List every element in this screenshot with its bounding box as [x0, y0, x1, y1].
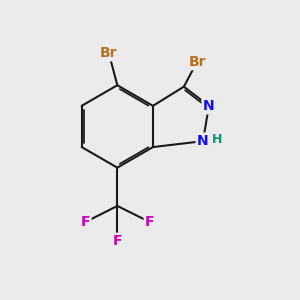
- Text: H: H: [212, 133, 222, 146]
- Text: Br: Br: [100, 46, 118, 60]
- Text: N: N: [197, 134, 209, 148]
- Text: Br: Br: [188, 55, 206, 69]
- Text: F: F: [112, 234, 122, 248]
- Text: F: F: [145, 215, 155, 229]
- Text: N: N: [203, 99, 215, 113]
- Text: F: F: [80, 215, 90, 229]
